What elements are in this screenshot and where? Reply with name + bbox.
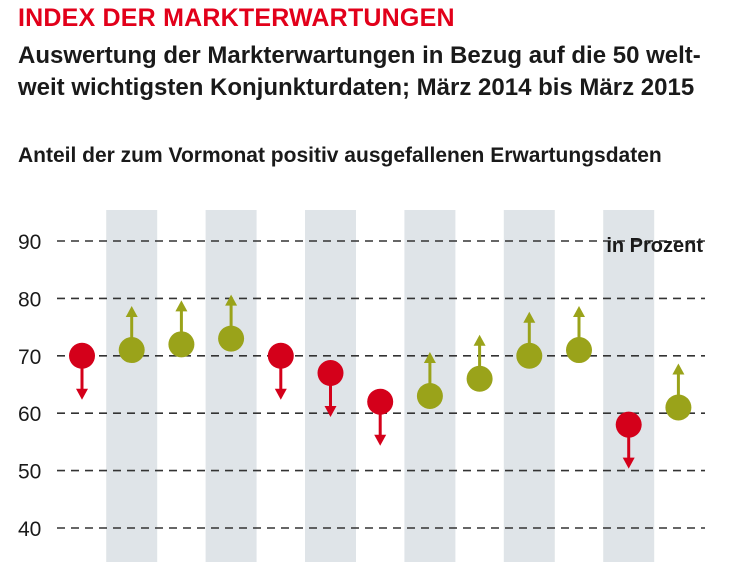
data-point-marker: [367, 388, 394, 415]
arrow-up-icon: [423, 351, 436, 363]
shaded-band: [106, 210, 158, 562]
data-point-down: [69, 342, 95, 400]
shaded-band: [205, 210, 257, 562]
arrow-up-icon: [225, 294, 238, 306]
data-point-up: [665, 363, 692, 421]
arrow-up-icon: [523, 311, 536, 323]
data-point-down: [615, 411, 642, 469]
arrow-up-icon: [672, 363, 685, 375]
data-point-up: [168, 300, 195, 358]
data-point-marker: [615, 411, 642, 438]
unit-label: in Prozent: [606, 235, 703, 257]
data-point-down: [317, 360, 344, 418]
y-tick-label: 80: [18, 288, 41, 311]
y-tick-label: 70: [18, 346, 41, 369]
y-axis-tick-labels: 90 80 70 60 50 40: [18, 231, 41, 541]
arrow-up-icon: [473, 334, 486, 346]
y-tick-label: 40: [18, 518, 41, 541]
arrow-up-icon: [125, 306, 138, 318]
arrow-down-icon: [622, 457, 635, 469]
data-point-marker: [665, 394, 692, 421]
data-point-marker: [267, 342, 294, 369]
data-point-marker: [69, 342, 95, 369]
subtitle-line-2: weit wichtigsten Konjunkturdaten; März 2…: [18, 74, 695, 101]
data-point-marker: [317, 360, 344, 387]
data-point-marker: [516, 342, 543, 369]
shaded-band: [603, 210, 655, 562]
chart-subtitle: Auswertung der Markterwartungen in Bezug…: [18, 40, 743, 104]
arrow-up-icon: [175, 300, 188, 312]
y-tick-label: 90: [18, 231, 41, 254]
data-points: [69, 294, 692, 469]
chart-caption: Anteil der zum Vormonat positiv ausgefal…: [18, 144, 662, 167]
shaded-band: [503, 210, 555, 562]
data-point-down: [367, 388, 394, 446]
data-point-up: [218, 294, 245, 352]
y-tick-label: 50: [18, 461, 41, 484]
data-point-marker: [118, 337, 145, 364]
data-point-up: [516, 311, 543, 369]
subtitle-line-1: Auswertung der Markterwartungen in Bezug…: [18, 42, 701, 69]
data-point-up: [566, 306, 592, 364]
data-point-down: [267, 342, 294, 400]
shaded-bands: [106, 210, 655, 562]
arrow-down-icon: [76, 388, 88, 400]
arrow-down-icon: [374, 434, 387, 446]
y-tick-label: 60: [18, 403, 41, 426]
data-point-marker: [218, 325, 245, 352]
data-point-up: [416, 351, 443, 409]
data-point-up: [118, 306, 145, 364]
data-point-up: [466, 334, 493, 392]
data-point-marker: [168, 331, 195, 358]
arrow-up-icon: [573, 306, 585, 318]
data-point-marker: [416, 382, 443, 409]
data-point-marker: [466, 365, 493, 392]
data-point-marker: [566, 337, 592, 364]
chart-title: INDEX DER MARKTERWARTUNGEN: [18, 4, 455, 32]
arrow-down-icon: [274, 388, 287, 400]
arrow-down-icon: [324, 406, 337, 418]
